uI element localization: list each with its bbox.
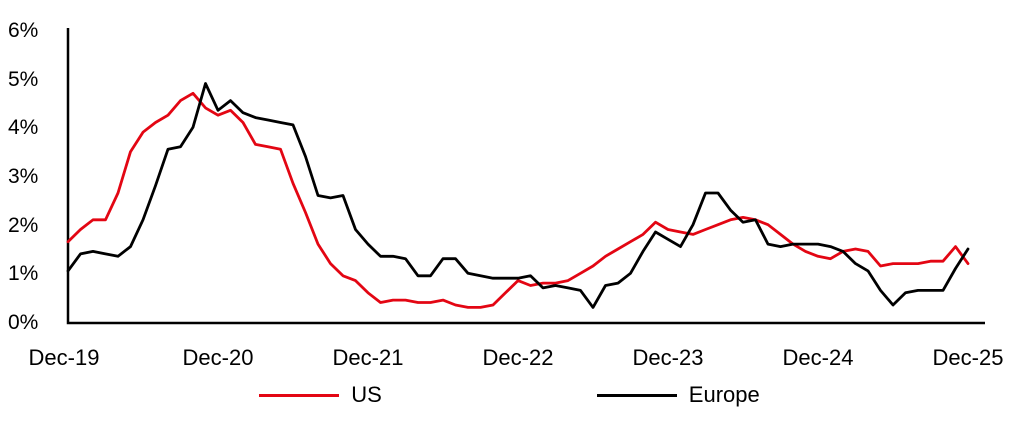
x-tick-label: Dec-20 (182, 345, 254, 370)
europe-series-line (66, 82, 970, 309)
y-tick-label: 1% (8, 262, 39, 285)
y-tick-label: 6% (8, 19, 39, 42)
us-series-line (66, 91, 970, 309)
us-legend-label: US (351, 382, 382, 407)
y-tick-label: 5% (8, 68, 39, 91)
y-tick-label: 0% (8, 311, 39, 334)
us-legend-swatch (259, 393, 340, 397)
europe-legend-label: Europe (688, 382, 760, 407)
legend-item-europe: Europe (596, 382, 760, 407)
x-tick-label: Dec-24 (782, 345, 854, 370)
y-tick-label: 4% (8, 116, 39, 139)
axis-lines (66, 28, 985, 325)
y-tick-label: 2% (8, 214, 39, 237)
y-tick-label: 3% (8, 165, 39, 188)
legend: US Europe (0, 384, 1019, 406)
legend-item-us: US (259, 384, 382, 406)
x-tick-label: Dec-25 (932, 345, 1004, 370)
x-tick-label: Dec-21 (332, 345, 404, 370)
europe-legend-swatch (596, 393, 677, 397)
x-tick-label: Dec-19 (28, 345, 100, 370)
x-tick-label: Dec-22 (482, 345, 554, 370)
x-tick-label: Dec-23 (632, 345, 704, 370)
